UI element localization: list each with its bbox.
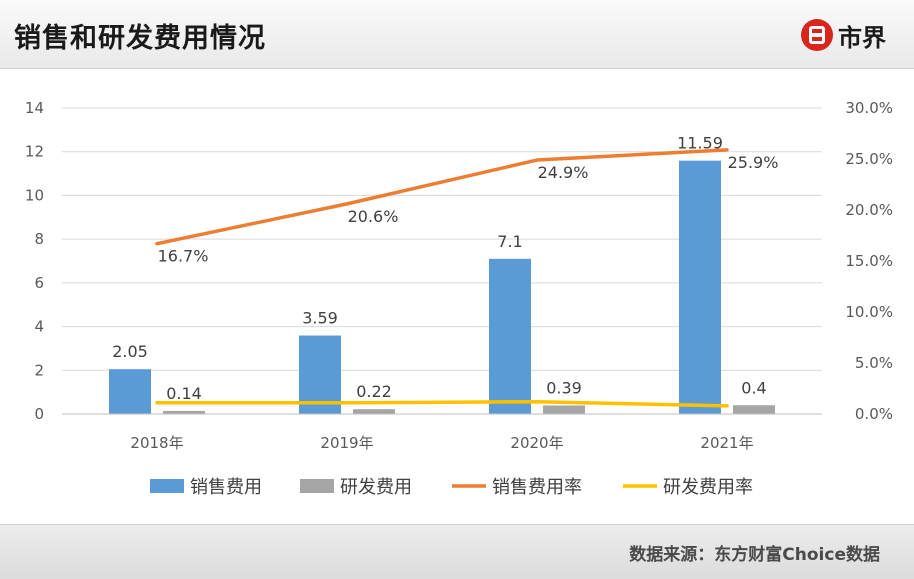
- header-bar: 销售和研发费用情况 市界: [0, 0, 914, 69]
- chart-area: 0 2 4 6 8 10 12 14 0.0% 5.0% 10.0% 15.0% 20.0% 25.0%…: [25, 99, 893, 498]
- footer-bar: 数据来源：东方财富Choice数据: [0, 524, 914, 579]
- y-right-tick-label: 15.0%: [845, 252, 893, 270]
- y-right-tick-label: 20.0%: [845, 201, 893, 219]
- line-data-label: 20.6%: [348, 207, 399, 226]
- x-tick-label: 2019年: [320, 434, 373, 452]
- y-right-tick-label: 30.0%: [845, 99, 893, 117]
- x-axis: 2018年 2019年 2020年 2021年: [62, 413, 822, 452]
- y-left-tick-label: 14: [25, 99, 44, 117]
- legend-swatch: [300, 479, 334, 493]
- legend: 销售费用 研发费用 销售费用率 研发费用率: [150, 477, 753, 498]
- bar-data-label: 3.59: [302, 309, 338, 328]
- bar-data-label: 0.22: [356, 382, 392, 401]
- bar-rd: [163, 410, 205, 414]
- y-left-tick-label: 6: [34, 274, 44, 292]
- line-rd-rate: [155, 400, 729, 408]
- chart-title: 销售和研发费用情况: [14, 23, 266, 54]
- data-labels: 2.05 3.59 7.1 11.59 0.14 0.22 0.39 0.4 16.7% 20.6…: [112, 134, 778, 403]
- grid-lines: [62, 107, 822, 415]
- y-axis-left: 0 2 4 6 8 10 12 14: [25, 99, 44, 423]
- bar-data-label: 0.39: [546, 378, 582, 397]
- legend-swatch: [150, 479, 184, 493]
- bar-sales: [299, 335, 341, 414]
- y-left-tick-label: 8: [34, 230, 44, 248]
- bars: [109, 160, 775, 414]
- x-tick-label: 2020年: [510, 434, 563, 452]
- bar-sales: [679, 160, 721, 414]
- bar-sales: [489, 258, 531, 414]
- bar-rd: [543, 405, 585, 414]
- bar-data-label: 0.14: [166, 384, 202, 403]
- bar-data-label: 11.59: [677, 134, 723, 153]
- y-right-tick-label: 5.0%: [855, 354, 893, 372]
- y-axis-right: 0.0% 5.0% 10.0% 15.0% 20.0% 25.0% 30.0%: [845, 99, 893, 423]
- y-left-tick-label: 12: [25, 143, 44, 161]
- bar-data-label: 7.1: [497, 232, 522, 251]
- line-sales-rate: [155, 148, 729, 246]
- y-left-tick-label: 4: [34, 318, 44, 336]
- brand-logo-icon: [801, 19, 833, 51]
- lines: [155, 148, 729, 408]
- bar-rd: [353, 409, 395, 414]
- x-tick-label: 2021年: [700, 434, 753, 452]
- brand-logo-text: 市界: [838, 23, 886, 52]
- line-data-label: 25.9%: [728, 153, 779, 172]
- y-right-tick-label: 10.0%: [845, 303, 893, 321]
- y-right-tick-label: 25.0%: [845, 150, 893, 168]
- y-left-tick-label: 10: [25, 186, 44, 204]
- line-data-label: 24.9%: [538, 163, 589, 182]
- legend-label: 研发费用率: [663, 477, 753, 498]
- y-right-tick-label: 0.0%: [855, 405, 893, 423]
- bar-data-label: 0.4: [741, 378, 766, 397]
- bar-rd: [733, 405, 775, 414]
- bar-sales: [109, 369, 151, 414]
- brand-logo: 市界: [801, 17, 886, 53]
- x-tick-label: 2018年: [130, 434, 183, 452]
- source-note: 数据来源：东方财富Choice数据: [629, 545, 880, 565]
- legend-label: 销售费用率: [492, 477, 582, 498]
- y-left-tick-label: 0: [34, 405, 44, 423]
- bar-data-label: 2.05: [112, 342, 148, 361]
- line-data-label: 16.7%: [158, 247, 209, 266]
- legend-label: 销售费用: [190, 477, 262, 498]
- y-left-tick-label: 2: [34, 361, 44, 379]
- legend-label: 研发费用: [340, 477, 412, 498]
